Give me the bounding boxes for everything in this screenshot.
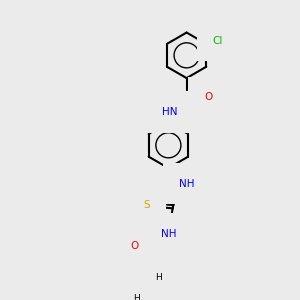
Text: S: S (143, 200, 150, 209)
Text: NH: NH (161, 229, 176, 239)
Text: NH: NH (178, 178, 194, 188)
Text: O: O (204, 92, 212, 103)
Text: H: H (156, 273, 162, 282)
Text: Cl: Cl (212, 36, 223, 46)
Text: H: H (133, 294, 140, 300)
Text: O: O (130, 241, 138, 251)
Text: HN: HN (162, 107, 177, 117)
